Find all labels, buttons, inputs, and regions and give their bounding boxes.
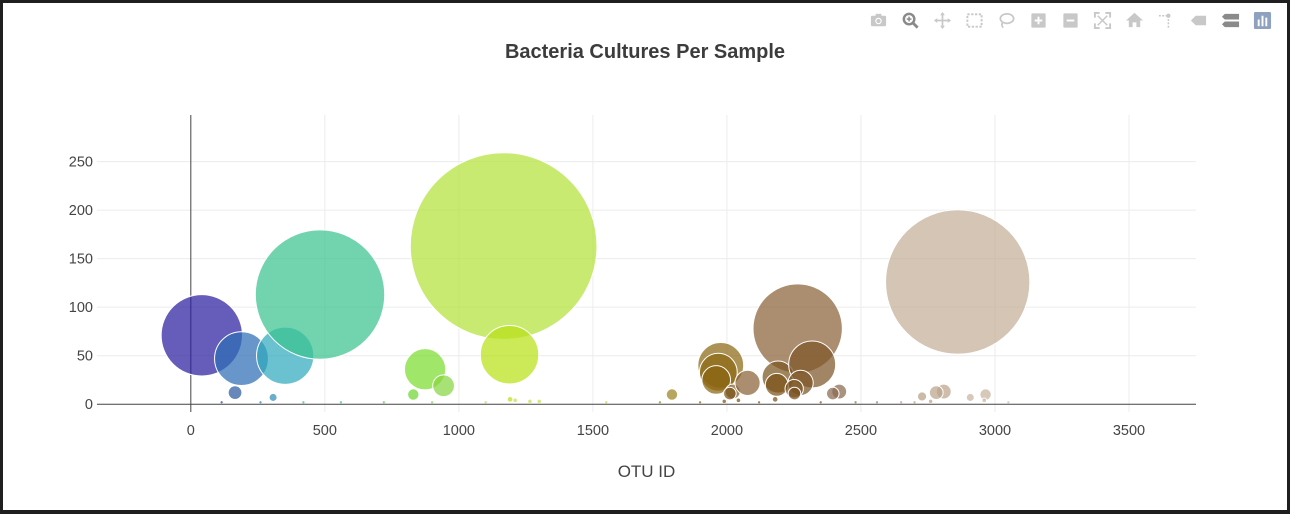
bubble-point[interactable] [787,386,802,401]
bubble-point[interactable] [220,401,223,404]
bubble-point[interactable] [757,401,761,404]
bubble-point[interactable] [819,401,822,404]
bubble-point[interactable] [407,388,420,401]
bubble-point[interactable] [723,386,737,401]
x-tick-label: 2500 [845,423,877,439]
bubble-point[interactable] [701,365,732,395]
spike-lines-icon[interactable] [1156,10,1177,31]
camera-icon[interactable] [868,10,889,31]
bubble-point[interactable] [1007,401,1010,404]
bubble-point[interactable] [771,396,779,403]
autoscale-icon[interactable] [1092,10,1113,31]
bubble-point[interactable] [928,385,944,400]
bubble-point[interactable] [928,399,933,404]
bubble-point[interactable] [484,401,487,404]
y-tick-label: 150 [69,252,93,268]
y-tick-label: 200 [69,203,93,219]
bubble-point[interactable] [506,396,514,403]
lasso-select-icon[interactable] [996,10,1017,31]
bubble-point[interactable] [528,399,532,404]
bubble-point[interactable] [227,385,243,400]
bubble-point[interactable] [268,392,278,402]
bubble-point[interactable] [698,401,702,404]
bubble-point[interactable] [885,209,1031,355]
bubble-point[interactable] [537,399,541,404]
bubble-point[interactable] [259,401,262,404]
bubble-point[interactable] [409,152,598,340]
box-select-icon[interactable] [964,10,985,31]
bubble-layer [160,152,1031,404]
tick-labels: 0 500 1000 1500 2000 2500 3000 3500 0 50 100 150 200… [69,155,1145,439]
hover-closest-icon[interactable] [1188,10,1209,31]
bubble-point[interactable] [875,401,879,404]
bubble-point[interactable] [430,401,434,404]
bubble-chart: 0 500 1000 1500 2000 2500 3000 3500 0 50 100 150 200… [69,115,1196,481]
y-tick-label: 100 [69,300,93,316]
reset-axes-icon[interactable] [1124,10,1145,31]
bubble-point[interactable] [512,397,518,404]
bubble-point[interactable] [479,325,540,385]
pan-icon[interactable] [932,10,953,31]
bubble-point[interactable] [432,374,455,398]
x-tick-label: 2000 [711,423,743,439]
bubble-point[interactable] [722,399,726,404]
x-tick-label: 3500 [1113,423,1145,439]
bubble-point[interactable] [605,401,608,404]
hover-compare-icon[interactable] [1220,10,1241,31]
bubble-point[interactable] [734,369,761,396]
bubble-point[interactable] [965,392,975,402]
bubble-point[interactable] [735,397,742,404]
bubble-point[interactable] [913,401,916,404]
bubble-point[interactable] [825,386,840,401]
bubble-point[interactable] [764,372,789,397]
zoom-in-icon[interactable] [1028,10,1049,31]
plotly-logo-icon[interactable] [1252,10,1273,31]
bubble-point[interactable] [916,391,928,402]
chart-title: Bacteria Cultures Per Sample [504,41,786,63]
x-tick-label: 0 [187,423,195,439]
zoom-out-icon[interactable] [1060,10,1081,31]
y-tick-label: 50 [77,349,93,365]
bubble-point[interactable] [665,388,679,401]
bubble-point[interactable] [854,401,857,404]
bubble-point[interactable] [382,401,385,404]
zoom-icon[interactable] [900,10,921,31]
x-tick-label: 500 [313,423,337,439]
bubble-point[interactable] [254,229,386,360]
bubble-point[interactable] [339,401,343,404]
x-tick-label: 1500 [577,423,609,439]
x-tick-label: 1000 [443,423,475,439]
bubble-point[interactable] [981,397,988,404]
bubble-point[interactable] [302,401,305,404]
bubble-point[interactable] [900,401,903,404]
x-axis-title: OTU ID [618,462,676,481]
modebar [868,9,1273,31]
y-tick-label: 250 [69,155,93,171]
x-tick-label: 3000 [979,423,1011,439]
y-tick-label: 0 [85,397,93,413]
bubble-point[interactable] [658,401,662,404]
